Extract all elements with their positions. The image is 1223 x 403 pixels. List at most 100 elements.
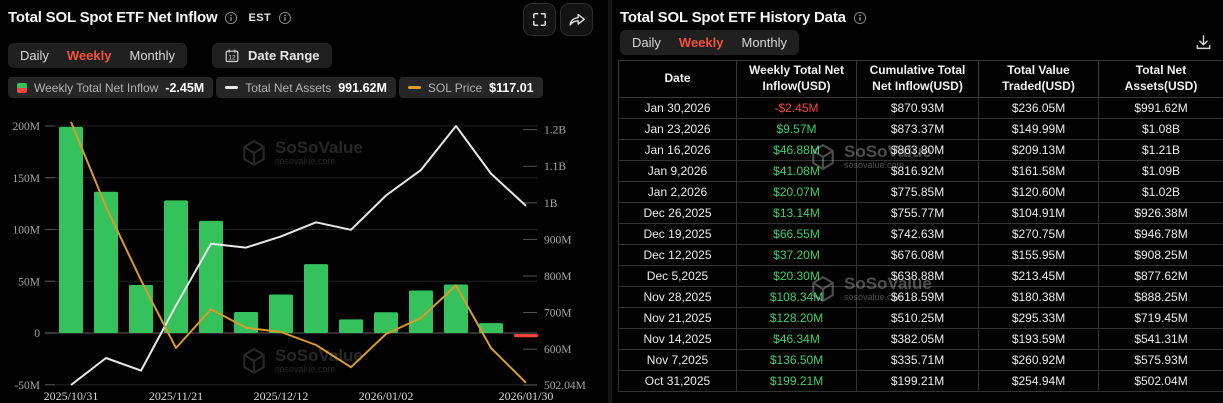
x-axis-label: 2025/10/31 (44, 389, 99, 403)
weekly-inflow-bar[interactable] (374, 312, 398, 333)
value-traded-cell: $254.94M (978, 370, 1099, 392)
date-cell: Nov 14,2025 (618, 328, 737, 350)
net-assets-cell: $1.08B (1098, 118, 1223, 140)
cumulative-inflow-cell: $676.08M (856, 244, 979, 266)
svg-text:502.04M: 502.04M (544, 380, 586, 392)
x-axis-label: 2025/12/12 (254, 389, 309, 403)
net-assets-cell: $1.21B (1098, 139, 1223, 161)
fullscreen-button[interactable] (523, 3, 556, 36)
cumulative-inflow-cell: $873.37M (856, 118, 979, 140)
timezone-label: EST (248, 11, 272, 24)
net-inflow-cell: $108.34M (736, 286, 857, 308)
weekly-inflow-bar[interactable] (304, 264, 328, 333)
weekly-inflow-bar[interactable] (269, 294, 293, 333)
share-button[interactable] (560, 3, 593, 36)
value-traded-cell: $155.95M (978, 244, 1099, 266)
table-row: Oct 31,2025 $199.21M $199.21M $254.94M $502.… (618, 370, 1223, 392)
legend-sol-price[interactable]: SOL Price $117.01 (398, 77, 543, 98)
tab-monthly[interactable]: Monthly (741, 35, 788, 50)
history-data-table: Date Weekly Total Net Inflow(USD) Cumulati… (618, 60, 1223, 392)
cumulative-inflow-cell: $510.25M (856, 307, 979, 329)
net-inflow-cell: $128.20M (736, 307, 857, 329)
tab-daily[interactable]: Daily (632, 35, 661, 50)
info-icon[interactable] (224, 11, 238, 25)
net-inflow-cell: $37.20M (736, 244, 857, 266)
right-panel-title: Total SOL Spot ETF History Data (620, 9, 846, 26)
net-assets-cell: $719.45M (1098, 307, 1223, 329)
weekly-inflow-bar[interactable] (59, 126, 83, 333)
legend-label: Total Net Assets (245, 80, 332, 95)
date-cell: Jan 9,2026 (618, 160, 737, 182)
svg-text:1.2B: 1.2B (544, 125, 566, 137)
table-row: Nov 14,2025 $46.34M $382.05M $193.59M $541.3… (618, 328, 1223, 350)
download-icon[interactable] (1194, 33, 1213, 52)
weekly-inflow-bar[interactable] (94, 191, 118, 333)
date-cell: Jan 30,2026 (618, 97, 737, 119)
date-range-button[interactable]: 12 Date Range (212, 43, 332, 68)
weekly-inflow-bar[interactable] (199, 220, 223, 333)
value-traded-cell: $260.92M (978, 349, 1099, 371)
net-assets-cell: $575.93M (1098, 349, 1223, 371)
table-row: Dec 5,2025 $20.30M $638.88M $213.45M $877.62… (618, 265, 1223, 287)
svg-text:900M: 900M (544, 234, 571, 246)
date-cell: Nov 7,2025 (618, 349, 737, 371)
table-row: Jan 30,2026 -$2.45M $870.93M $236.05M $991.6… (618, 97, 1223, 119)
date-cell: Nov 28,2025 (618, 286, 737, 308)
weekly-inflow-bar[interactable] (514, 334, 538, 338)
total-net-assets-line[interactable] (70, 125, 527, 386)
legend-total-net-assets[interactable]: Total Net Assets 991.62M (216, 77, 396, 98)
tab-monthly[interactable]: Monthly (129, 48, 176, 63)
net-assets-cell: $541.31M (1098, 328, 1223, 350)
cumulative-inflow-cell: $775.85M (856, 181, 979, 203)
share-icon (569, 13, 585, 26)
sol-price-line[interactable] (70, 121, 527, 384)
info-icon[interactable] (853, 11, 867, 25)
info-icon[interactable] (278, 11, 292, 25)
date-cell: Dec 5,2025 (618, 265, 737, 287)
svg-text:12: 12 (228, 54, 236, 61)
table-row: Dec 26,2025 $13.14M $755.77M $104.91M $926.3… (618, 202, 1223, 224)
net-inflow-chart[interactable]: 200M 150M 100M 50M 0 -50M 1.2B 1.1B 1B 900M 800M 70… (0, 100, 610, 403)
weekly-inflow-bar[interactable] (479, 323, 503, 333)
table-period-controls: Daily Weekly Monthly (620, 30, 1213, 55)
legend-value: -2.45M (165, 80, 205, 95)
weekly-inflow-bar[interactable] (164, 200, 188, 333)
net-assets-cell: $502.04M (1098, 370, 1223, 392)
date-cell: Dec 12,2025 (618, 244, 737, 266)
net-assets-cell: $908.25M (1098, 244, 1223, 266)
tab-daily[interactable]: Daily (20, 48, 49, 63)
date-cell: Jan 23,2026 (618, 118, 737, 140)
column-header: Date (618, 60, 737, 98)
weekly-inflow-bar[interactable] (129, 285, 153, 333)
column-header: Weekly Total Net Inflow(USD) (736, 60, 857, 98)
value-traded-cell: $120.60M (978, 181, 1099, 203)
period-tab-group: Daily Weekly Monthly (8, 43, 188, 68)
tab-weekly[interactable]: Weekly (678, 35, 724, 50)
legend-value: 991.62M (338, 80, 387, 95)
column-header: Total Net Assets(USD) (1098, 60, 1223, 98)
inflow-bar-legend-icon (17, 82, 27, 93)
weekly-inflow-bar[interactable] (409, 290, 433, 333)
cumulative-inflow-cell: $335.71M (856, 349, 979, 371)
net-assets-cell: $926.38M (1098, 202, 1223, 224)
svg-text:100M: 100M (13, 225, 40, 237)
weekly-inflow-bar[interactable] (339, 319, 363, 333)
left-panel-header: Total SOL Spot ETF Net Inflow EST (0, 0, 608, 26)
legend-label: SOL Price (427, 80, 483, 95)
cumulative-inflow-cell: $382.05M (856, 328, 979, 350)
net-assets-cell: $991.62M (1098, 97, 1223, 119)
net-inflow-cell: $20.07M (736, 181, 857, 203)
value-traded-cell: $270.75M (978, 223, 1099, 245)
right-panel-header: Total SOL Spot ETF History Data (612, 0, 1223, 26)
table-row: Nov 7,2025 $136.50M $335.71M $260.92M $575.9… (618, 349, 1223, 371)
weekly-inflow-bar[interactable] (444, 284, 468, 333)
tab-weekly[interactable]: Weekly (66, 48, 112, 63)
fullscreen-icon (533, 13, 546, 26)
table-row: Jan 9,2026 $41.08M $816.92M $161.58M $1.09B (618, 160, 1223, 182)
value-traded-cell: $295.33M (978, 307, 1099, 329)
date-cell: Dec 19,2025 (618, 223, 737, 245)
column-header: Cumulative Total Net Inflow(USD) (856, 60, 979, 98)
cumulative-inflow-cell: $870.93M (856, 97, 979, 119)
legend-weekly-net-inflow[interactable]: Weekly Total Net Inflow -2.45M (8, 77, 214, 98)
net-assets-cell: $946.78M (1098, 223, 1223, 245)
